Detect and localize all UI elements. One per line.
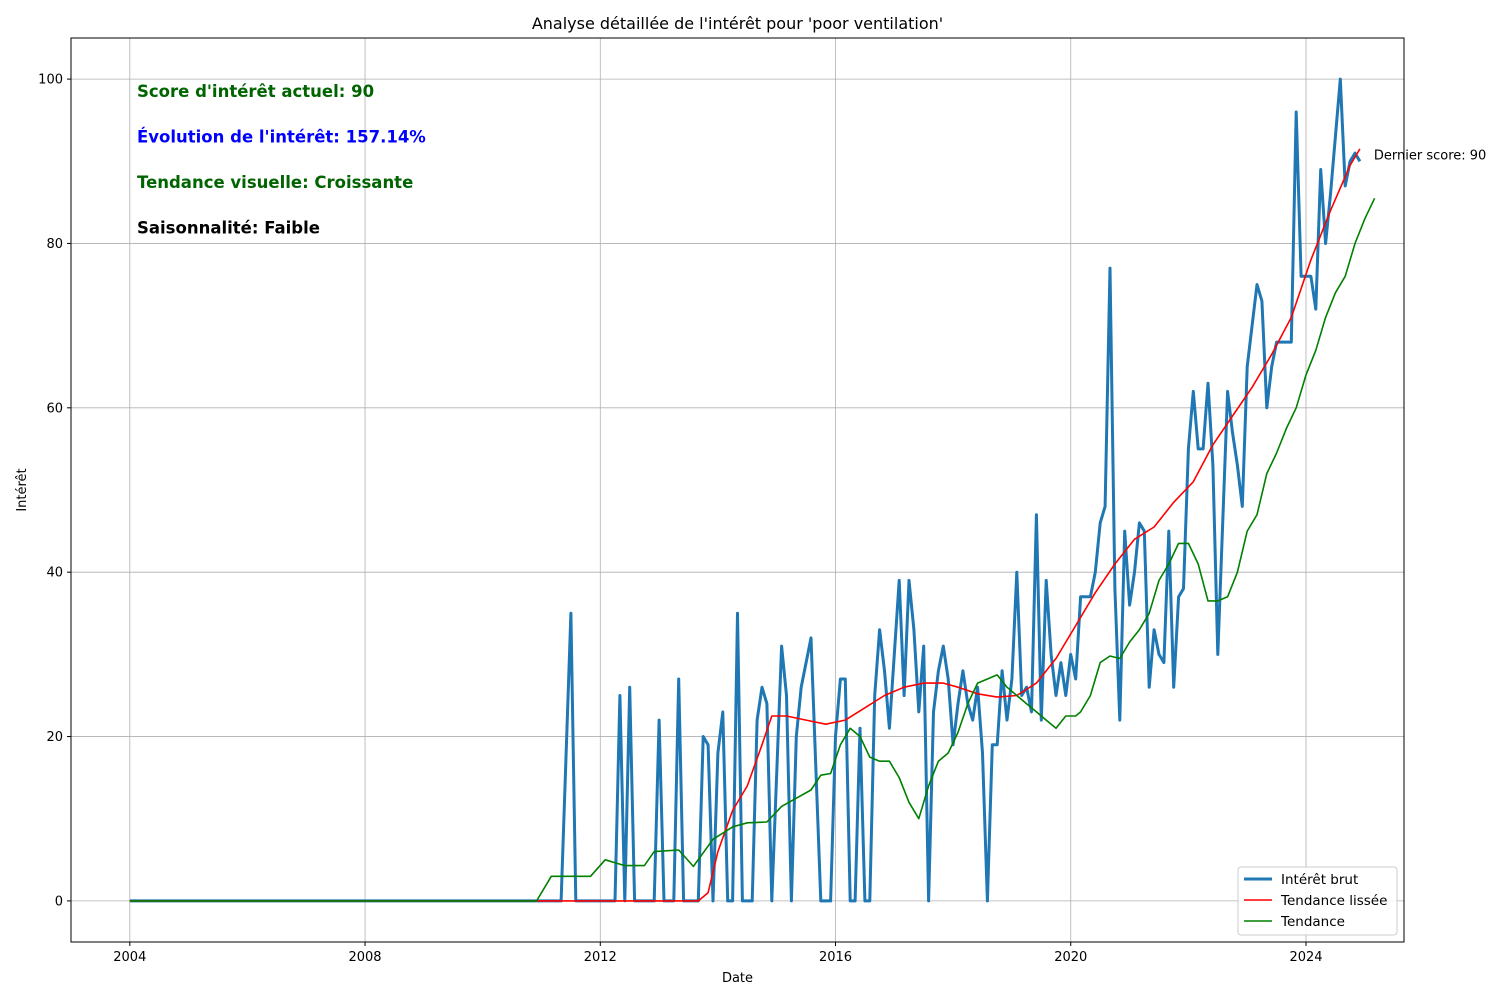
legend-label-smoothed: Tendance lissée [1280, 893, 1387, 909]
y-axis-label: Intérêt [15, 468, 30, 511]
annotation-trend: Tendance visuelle: Croissante [137, 173, 413, 192]
annotations: Score d'intérêt actuel: 90 Évolution de … [137, 82, 426, 238]
y-tick-label: 100 [38, 73, 63, 88]
x-tick-label: 2008 [348, 950, 381, 965]
y-tick-label: 80 [46, 237, 63, 252]
legend: Intérêt brut Tendance lissée Tendance [1237, 866, 1398, 936]
axes-frame [70, 37, 1405, 943]
series-layer [129, 77, 1376, 903]
last-score-label: Dernier score: 90 [1374, 148, 1486, 163]
y-tick-label: 60 [46, 401, 63, 416]
x-tick-label: 2004 [113, 950, 146, 965]
annotation-evolution: Évolution de l'intérêt: 157.14% [137, 128, 426, 147]
series-line-raw [129, 77, 1362, 903]
legend-label-trend: Tendance [1280, 914, 1345, 930]
x-tick-label: 2020 [1054, 950, 1087, 965]
legend-label-raw: Intérêt brut [1281, 872, 1358, 888]
y-tick-label: 0 [55, 894, 63, 909]
annotation-seasonality: Saisonnalité: Faible [137, 219, 320, 238]
x-tick-label: 2012 [584, 950, 617, 965]
annotation-current-score: Score d'intérêt actuel: 90 [137, 82, 374, 101]
chart-title: Analyse détaillée de l'intérêt pour 'poo… [532, 14, 943, 33]
y-tick-label: 40 [46, 566, 63, 581]
x-tick-label: 2016 [819, 950, 852, 965]
series-line-trend [129, 197, 1376, 902]
series-line-smoothed [129, 148, 1361, 902]
y-tick-label: 20 [46, 730, 63, 745]
legend-box [1237, 866, 1398, 936]
ticks: 2004 2008 2012 2016 2020 2024 0 20 40 60 80 100 [38, 73, 1322, 965]
x-axis-label: Date [722, 971, 753, 986]
x-tick-label: 2024 [1289, 950, 1322, 965]
